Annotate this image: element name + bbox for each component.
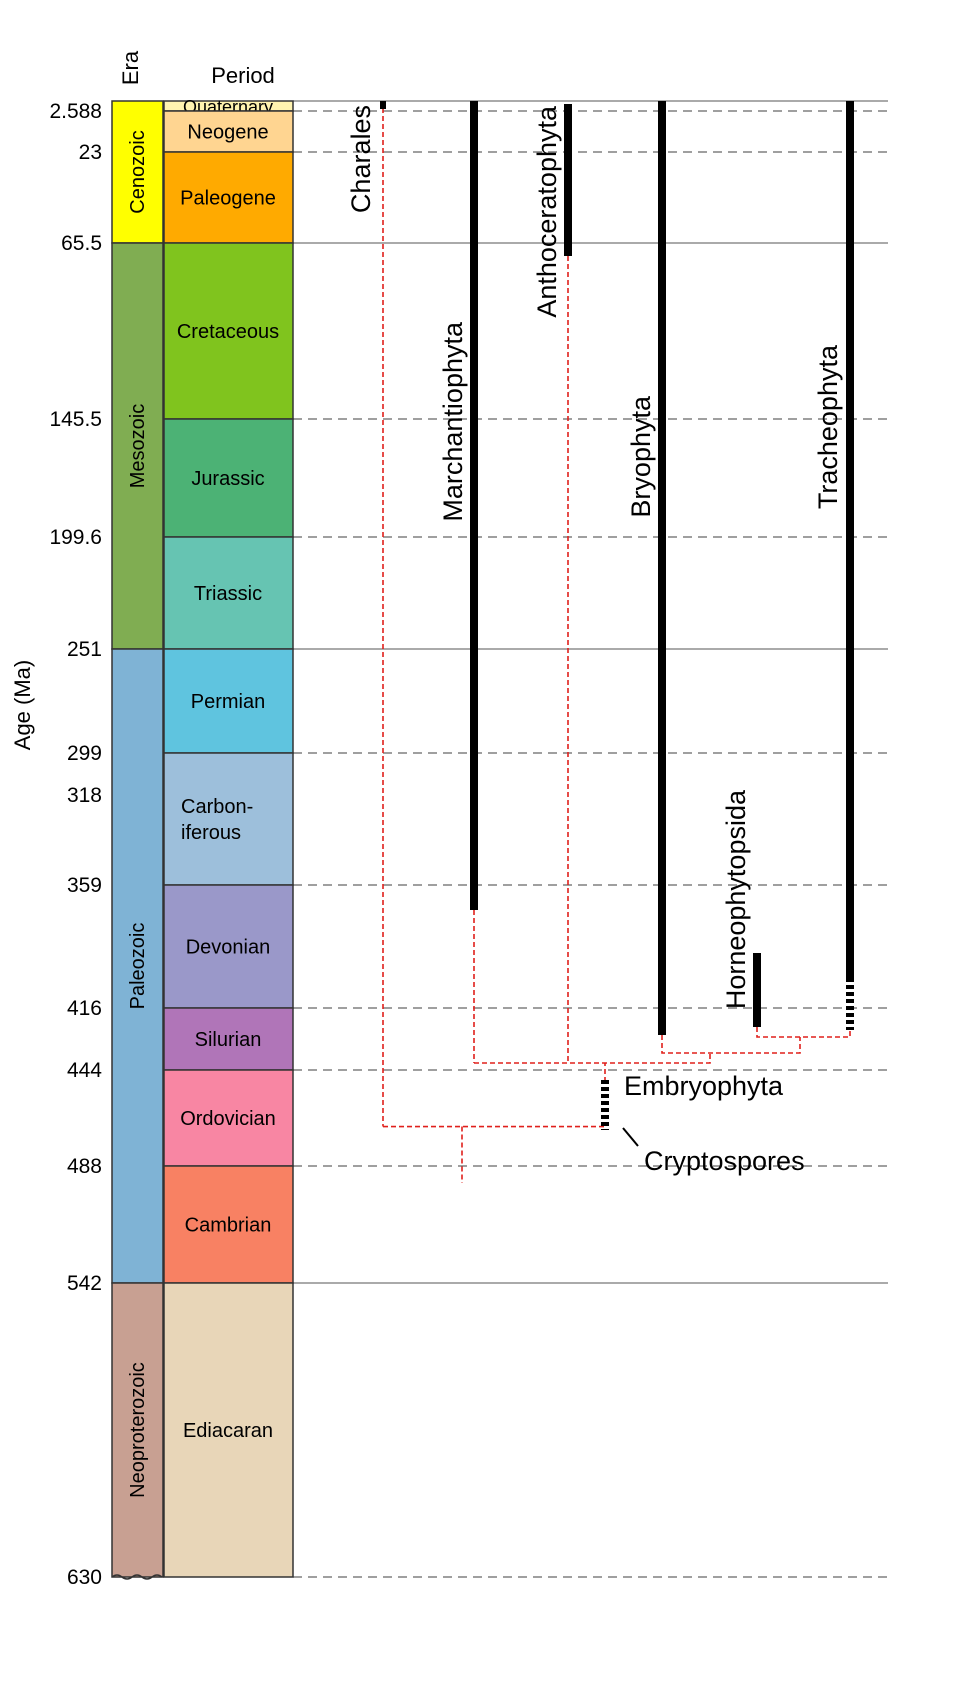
era-label-paleozoic: Paleozoic: [127, 923, 149, 1010]
period-block-neogene: [163, 110, 294, 153]
period-label-ediacaran: Ediacaran: [183, 1420, 273, 1442]
age-tick-251: 251: [67, 638, 102, 661]
age-tick-542: 542: [67, 1272, 102, 1295]
age-tick-145.5: 145.5: [49, 408, 102, 431]
age-tick-488: 488: [67, 1155, 102, 1178]
clade-label-charales: Charales: [346, 105, 376, 213]
era-column: Cenozoic Mesozoic Paleozoic Neoproterozoic: [111, 100, 164, 1578]
period-label-neogene: Neogene: [187, 122, 268, 144]
unconformity-wave: [111, 1574, 163, 1580]
period-block-triassic: [163, 536, 294, 650]
period-block-silurian: [163, 1007, 294, 1071]
period-block-carboniferous: [163, 752, 294, 886]
era-header: Era: [118, 50, 143, 85]
clade-label-horneophytopsida: Horneophytopsida: [721, 789, 751, 1009]
era-label-mesozoic: Mesozoic: [127, 404, 149, 488]
moss-node-line: [661, 1035, 801, 1054]
period-label-silurian: Silurian: [195, 1029, 262, 1051]
period-label-triassic: Triassic: [194, 583, 262, 605]
period-header: Period: [211, 63, 275, 88]
age-tick-444: 444: [67, 1059, 102, 1082]
clade-label-tracheophyta: Tracheophyta: [813, 344, 843, 509]
period-label-paleogene: Paleogene: [180, 188, 276, 210]
period-label-cretaceous: Cretaceous: [177, 321, 279, 343]
period-block-ediacaran: [163, 1282, 294, 1578]
age-tick-318: 318: [67, 784, 102, 807]
age-tick-199.6: 199.6: [49, 526, 102, 549]
age-tick-23: 23: [79, 141, 102, 164]
period-block-jurassic: [163, 418, 294, 538]
fossil-ranges: [380, 101, 854, 1147]
age-tick-416: 416: [67, 997, 102, 1020]
age-axis-label: Age (Ma): [10, 660, 35, 750]
age-tick-labels: 2.588 23 65.5 145.5 199.6 251 299 318 359 416 444 4…: [49, 100, 163, 1589]
clade-label-embryophyta: Embryophyta: [624, 1071, 784, 1101]
era-block-cenozoic: [111, 100, 164, 244]
era-block-mesozoic: [111, 242, 164, 650]
boundary-lines: [293, 100, 888, 1578]
era-block-neoproterozoic: [111, 1282, 164, 1578]
period-label-ordovician: Ordovician: [180, 1108, 276, 1130]
clade-label-marchantiophyta: Marchantiophyta: [438, 321, 468, 522]
clade-label-anthoceratophyta: Anthoceratophyta: [532, 105, 562, 318]
clade-label-bryophyta: Bryophyta: [626, 395, 656, 518]
age-tick-65.5: 65.5: [61, 232, 102, 255]
age-tick-299: 299: [67, 742, 102, 765]
liverwort-node-line: [474, 1053, 711, 1064]
age-tick-359: 359: [67, 874, 102, 897]
cryptospores-pointer: [622, 1127, 639, 1147]
phylogeny-tree: [382, 108, 851, 1183]
period-label-permian: Permian: [191, 691, 265, 713]
era-label-neoproterozoic: Neoproterozoic: [127, 1362, 149, 1498]
period-label-carboniferous: Carbon-iferous: [181, 796, 253, 844]
age-tick-2.588: 2.588: [49, 100, 102, 123]
period-label-jurassic: Jurassic: [191, 468, 264, 490]
polysporangiophyte-node-line: [756, 1027, 851, 1038]
clade-label-cryptospores: Cryptospores: [644, 1146, 805, 1176]
period-block-permian: [163, 648, 294, 754]
clade-labels: Charales Marchantiophyta Anthoceratophyta B…: [346, 105, 843, 1176]
period-label-devonian: Devonian: [186, 937, 271, 959]
age-tick-630: 630: [67, 1566, 102, 1589]
period-block-cretaceous: [163, 242, 294, 420]
period-label-cambrian: Cambrian: [185, 1215, 272, 1237]
era-label-cenozoic: Cenozoic: [127, 130, 149, 213]
period-column: QuaternaryNeogenePaleogeneCretaceousJura…: [163, 97, 294, 1578]
period-block-devonian: [163, 884, 294, 1009]
